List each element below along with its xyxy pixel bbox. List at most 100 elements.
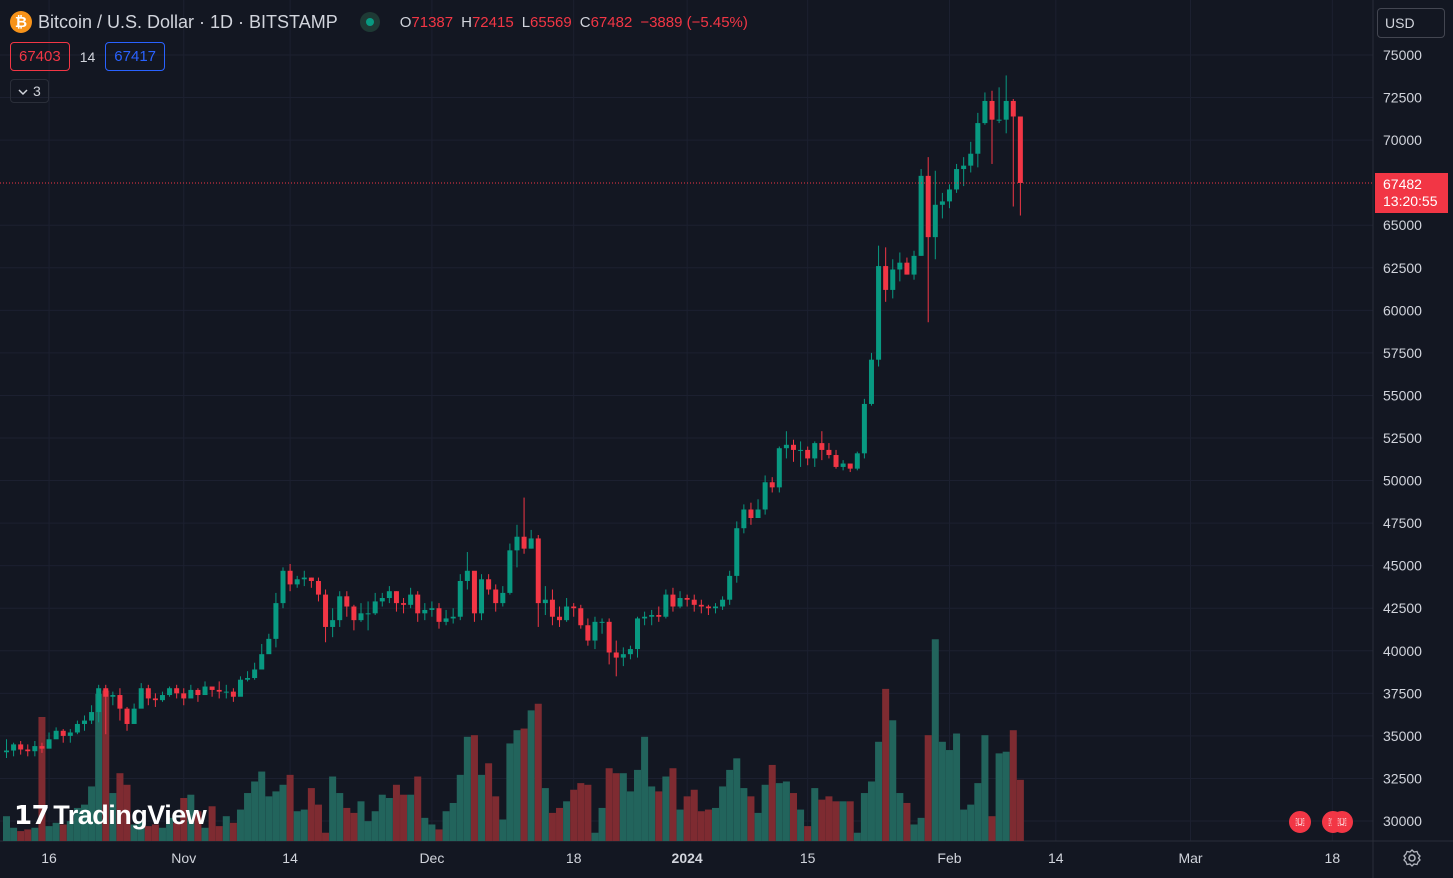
candle-body: [798, 449, 804, 451]
candle-body: [365, 613, 371, 615]
volume-bar: [626, 791, 634, 841]
candle-body: [74, 723, 80, 733]
buy-price-button[interactable]: 67417: [105, 42, 166, 71]
time-tick-label: 2024: [672, 850, 703, 866]
volume-bar: [570, 789, 578, 841]
candle-body: [883, 266, 889, 290]
volume-bar: [669, 768, 677, 841]
high-label: H: [461, 13, 472, 31]
volume-bar: [222, 816, 230, 841]
volume-bar: [527, 710, 535, 841]
candle-body: [479, 579, 485, 614]
high-value: 72415: [471, 13, 514, 31]
volume-bar: [683, 796, 691, 841]
symbol-header[interactable]: ₿ Bitcoin / U.S. Dollar · 1D · BITSTAMP …: [10, 9, 748, 35]
candle-body: [557, 616, 563, 621]
volume-bars: [3, 639, 1024, 841]
volume-bar: [173, 822, 181, 841]
volume-bar: [882, 688, 890, 841]
candle-body: [528, 538, 534, 549]
candlesticks: [0, 75, 1373, 759]
volume-bar: [676, 809, 684, 841]
candle-body: [323, 594, 329, 627]
candle-body: [358, 613, 364, 621]
volume-bar: [73, 807, 81, 841]
volume-bar: [761, 784, 769, 841]
volume-bar: [782, 781, 790, 841]
candle-body: [167, 688, 173, 696]
candle-body: [989, 100, 995, 120]
volume-bar: [251, 781, 259, 841]
sell-price-button[interactable]: 67403: [10, 42, 70, 71]
time-tick-label: 15: [800, 850, 816, 866]
volume-bar: [995, 753, 1003, 841]
volume-bar: [272, 791, 280, 841]
candle-body: [620, 654, 626, 658]
candle-body: [932, 204, 938, 238]
candle-body: [1017, 116, 1023, 183]
candle-body: [330, 620, 336, 627]
market-status-icon[interactable]: [359, 12, 380, 32]
candle-body: [67, 732, 73, 736]
candle-body: [429, 608, 435, 610]
volume-bar: [733, 758, 741, 841]
candle-body: [833, 455, 839, 467]
us-flag-icon[interactable]: 🇺: [1289, 811, 1311, 833]
volume-bar: [938, 741, 946, 841]
volume-bar: [194, 811, 202, 841]
candle-body: [918, 175, 924, 256]
volume-bar: [236, 809, 244, 841]
volume-bar: [463, 736, 471, 841]
candle-body: [103, 688, 109, 697]
volume-bar: [818, 799, 826, 841]
price-tick-label: 37500: [1383, 685, 1422, 701]
candle-body: [294, 579, 300, 585]
candle-body: [854, 453, 860, 469]
candle-body: [627, 649, 633, 655]
currency-selector[interactable]: USD: [1377, 8, 1445, 38]
volume-bar: [775, 783, 783, 841]
candle-body: [911, 255, 917, 275]
price-tick-label: 75000: [1383, 47, 1422, 63]
candle-body: [677, 598, 683, 607]
volume-bar: [499, 819, 507, 841]
low-value: 65569: [530, 13, 572, 31]
candle-body: [592, 621, 598, 641]
candle-body: [138, 688, 144, 709]
candle-body: [202, 686, 208, 696]
candle-body: [393, 591, 399, 604]
candle-body: [32, 746, 38, 752]
candle-body: [890, 269, 896, 290]
volume-bar: [846, 801, 854, 841]
candle-body: [159, 695, 165, 701]
candle-body: [209, 686, 215, 690]
volume-bar: [109, 793, 117, 841]
volume-bar: [357, 801, 365, 841]
candle-body: [613, 652, 619, 658]
candle-body: [521, 536, 527, 549]
time-axis[interactable]: 16 Nov 14 Dec 18 2024 15 Feb 14 Mar 18: [41, 850, 1340, 866]
price-tick-label: 40000: [1383, 643, 1422, 659]
candle-body: [698, 604, 704, 607]
candle-body: [684, 598, 690, 600]
volume-bar: [591, 832, 599, 841]
candle-body: [961, 165, 967, 170]
volume-bar: [697, 811, 705, 841]
us-flag-icon[interactable]: 🇺: [1331, 811, 1353, 833]
tradingview-logo[interactable]: 𝟭𝟳 TradingView: [14, 800, 207, 831]
volume-bar: [38, 716, 46, 841]
indicators-toggle-button[interactable]: 3: [10, 79, 49, 103]
candle-body: [464, 570, 470, 581]
candle-body: [315, 580, 321, 595]
candle-body: [840, 463, 846, 467]
candle-body: [471, 570, 477, 614]
volume-bar: [158, 827, 166, 841]
price-axis[interactable]: 75000 72500 70000 65000 62500 60000 57500 55000…: [1383, 47, 1422, 829]
price-tick-label: 35000: [1383, 728, 1422, 744]
volume-bar: [719, 786, 727, 841]
gear-icon[interactable]: [1402, 848, 1422, 873]
symbol-title[interactable]: Bitcoin / U.S. Dollar · 1D · BITSTAMP: [38, 11, 338, 32]
volume-bar: [322, 832, 330, 841]
volume-bar: [903, 802, 911, 841]
